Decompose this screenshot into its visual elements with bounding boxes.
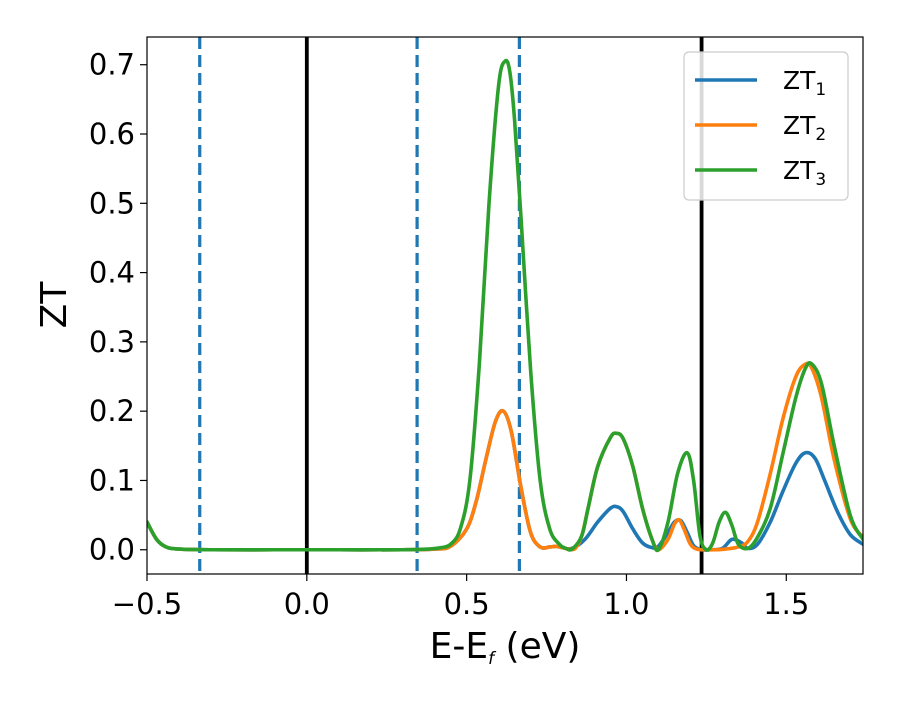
x-tick-label: 1.0: [603, 587, 649, 621]
legend-label-main: ZT: [783, 156, 816, 185]
x-axis-label: E-Ef (eV): [430, 626, 581, 669]
legend-box: [683, 51, 849, 201]
reference-lines: [198, 37, 704, 574]
series-line-zt3: [147, 58, 863, 553]
x-axis-ticks: −0.5 0.0 0.5 1.0 1.5: [112, 574, 809, 621]
y-tick-label: 0.7: [89, 48, 135, 82]
plot-frame: [146, 36, 864, 575]
y-tick-label: 0.1: [89, 463, 135, 497]
y-tick-label: 0.3: [89, 325, 135, 359]
x-axis-label-unit: (eV): [494, 626, 580, 667]
y-tick-label: 0.5: [89, 186, 135, 220]
y-tick-label: 0.2: [89, 394, 135, 428]
series-line-zt2: [147, 361, 863, 552]
y-tick-label: 0.4: [89, 256, 135, 290]
legend-label-sub: 1: [815, 80, 826, 100]
legend-label-sub: 2: [815, 125, 826, 145]
x-axis-label-main: E-E: [430, 626, 488, 667]
legend-label-zt2: ZT2: [783, 111, 826, 145]
legend-label-zt3: ZT3: [783, 156, 826, 190]
series-layer: [147, 58, 863, 553]
x-tick-label: −0.5: [112, 587, 182, 621]
x-axis-label-sub: f: [488, 649, 497, 669]
y-axis-ticks: 0.0 0.1 0.2 0.3 0.4 0.5 0.6 0.7: [89, 48, 147, 567]
x-tick-label: 0.0: [284, 587, 330, 621]
x-tick-label: 1.5: [763, 587, 809, 621]
legend-label-main: ZT: [783, 111, 816, 140]
legend-label-main: ZT: [783, 66, 816, 95]
y-tick-label: 0.6: [89, 117, 135, 151]
legend-label-sub: 3: [815, 170, 826, 190]
y-axis-label: ZT: [34, 281, 75, 329]
legend-label-zt1: ZT1: [783, 66, 826, 100]
y-tick-label: 0.0: [89, 533, 135, 567]
x-tick-label: 0.5: [444, 587, 490, 621]
